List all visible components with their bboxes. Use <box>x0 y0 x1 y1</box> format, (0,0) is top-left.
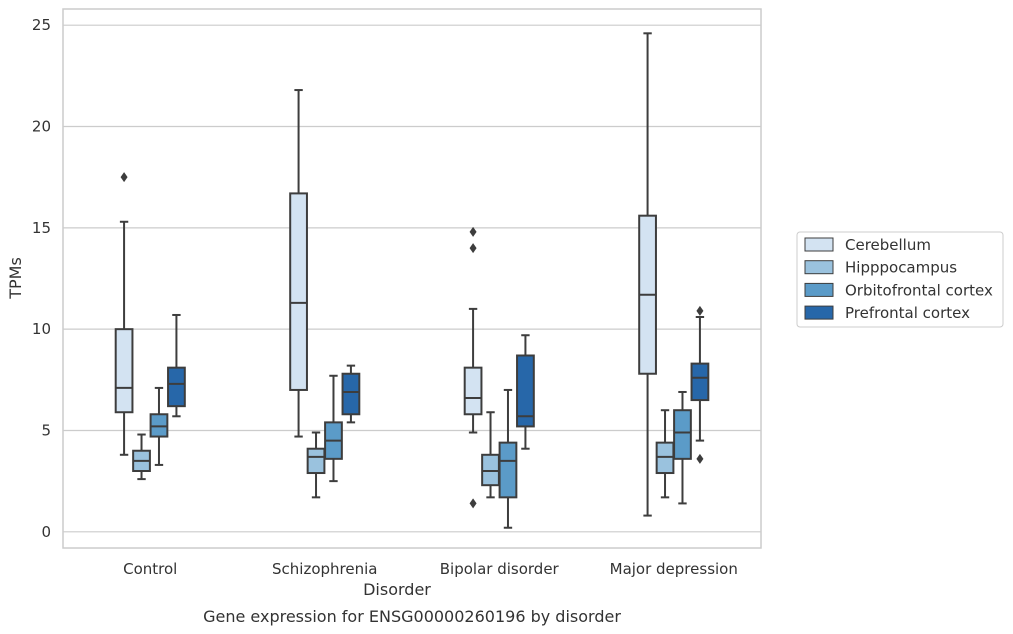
box-prefrontal-cortex <box>690 305 710 464</box>
box-iqr <box>655 441 675 475</box>
y-tick-label: 15 <box>32 219 51 237</box>
legend: Cerebellum Hipppocampus Orbitofrontal cort… <box>796 231 1004 328</box>
y-tick-label: 10 <box>32 320 51 338</box>
x-axis-title: Disorder <box>363 580 431 599</box>
box-prefrontal-cortex <box>167 313 186 418</box>
box-hipppocampus <box>655 409 675 499</box>
outlier-point <box>696 453 704 464</box>
legend-swatch <box>804 260 834 275</box>
y-tick-label: 5 <box>41 421 51 439</box>
outlier-point <box>469 243 477 254</box>
box-hipppocampus <box>481 411 500 499</box>
box-orbitofrontal-cortex <box>498 388 518 529</box>
box-iqr <box>673 409 692 460</box>
outlier-point <box>469 498 477 509</box>
box-prefrontal-cortex <box>516 334 535 450</box>
x-tick-label: Schizophrenia <box>272 560 377 578</box>
box-iqr <box>306 447 326 475</box>
legend-swatch <box>804 305 834 320</box>
x-tick-label: Control <box>123 560 177 578</box>
y-tick-label: 0 <box>41 523 51 541</box>
legend-label: Orbitofrontal cortex <box>845 281 993 299</box>
box-cerebellum <box>114 172 134 456</box>
box-cerebellum <box>289 89 308 438</box>
box-cerebellum <box>463 226 483 509</box>
legend-frame <box>796 231 1004 328</box>
x-tick-labels: Control Schizophrenia Bipolar disorder Majo… <box>123 560 738 578</box>
box-prefrontal-cortex <box>341 364 361 424</box>
box-orbitofrontal-cortex <box>149 386 169 466</box>
box-iqr <box>289 192 308 391</box>
box-iqr <box>167 366 186 408</box>
box-iqr <box>463 366 483 416</box>
box-hipppocampus <box>132 433 151 481</box>
box-iqr <box>114 328 134 414</box>
box-iqr <box>690 362 710 402</box>
y-tick-label: 20 <box>32 118 51 136</box>
box-iqr <box>516 354 535 428</box>
x-tick-label: Bipolar disorder <box>440 560 560 578</box>
gridlines <box>63 24 761 533</box>
box-orbitofrontal-cortex <box>673 390 692 505</box>
y-axis-title: TPMs <box>6 257 25 300</box>
legend-label: Cerebellum <box>845 236 931 254</box>
box-cerebellum <box>638 32 657 517</box>
box-orbitofrontal-cortex <box>324 374 343 483</box>
outlier-point <box>696 305 704 316</box>
box-iqr <box>498 441 518 499</box>
legend-swatch <box>804 237 834 252</box>
outlier-point <box>469 226 477 237</box>
y-tick-label: 25 <box>32 16 51 34</box>
x-tick-label: Major depression <box>610 560 738 578</box>
box-hipppocampus <box>306 431 326 499</box>
box-plot-area <box>114 32 710 529</box>
legend-label: Hipppocampus <box>845 259 957 277</box>
legend-swatch <box>804 282 834 297</box>
box-iqr <box>149 413 169 438</box>
outlier-point <box>120 172 128 183</box>
legend-label: Prefrontal cortex <box>845 304 970 322</box>
plot-frame <box>62 8 762 549</box>
box-iqr <box>341 372 361 416</box>
y-tick-labels: 0 5 10 15 20 25 <box>32 16 51 541</box>
box-iqr <box>481 453 500 487</box>
figure-caption: Gene expression for ENSG00000260196 by d… <box>203 607 621 626</box>
